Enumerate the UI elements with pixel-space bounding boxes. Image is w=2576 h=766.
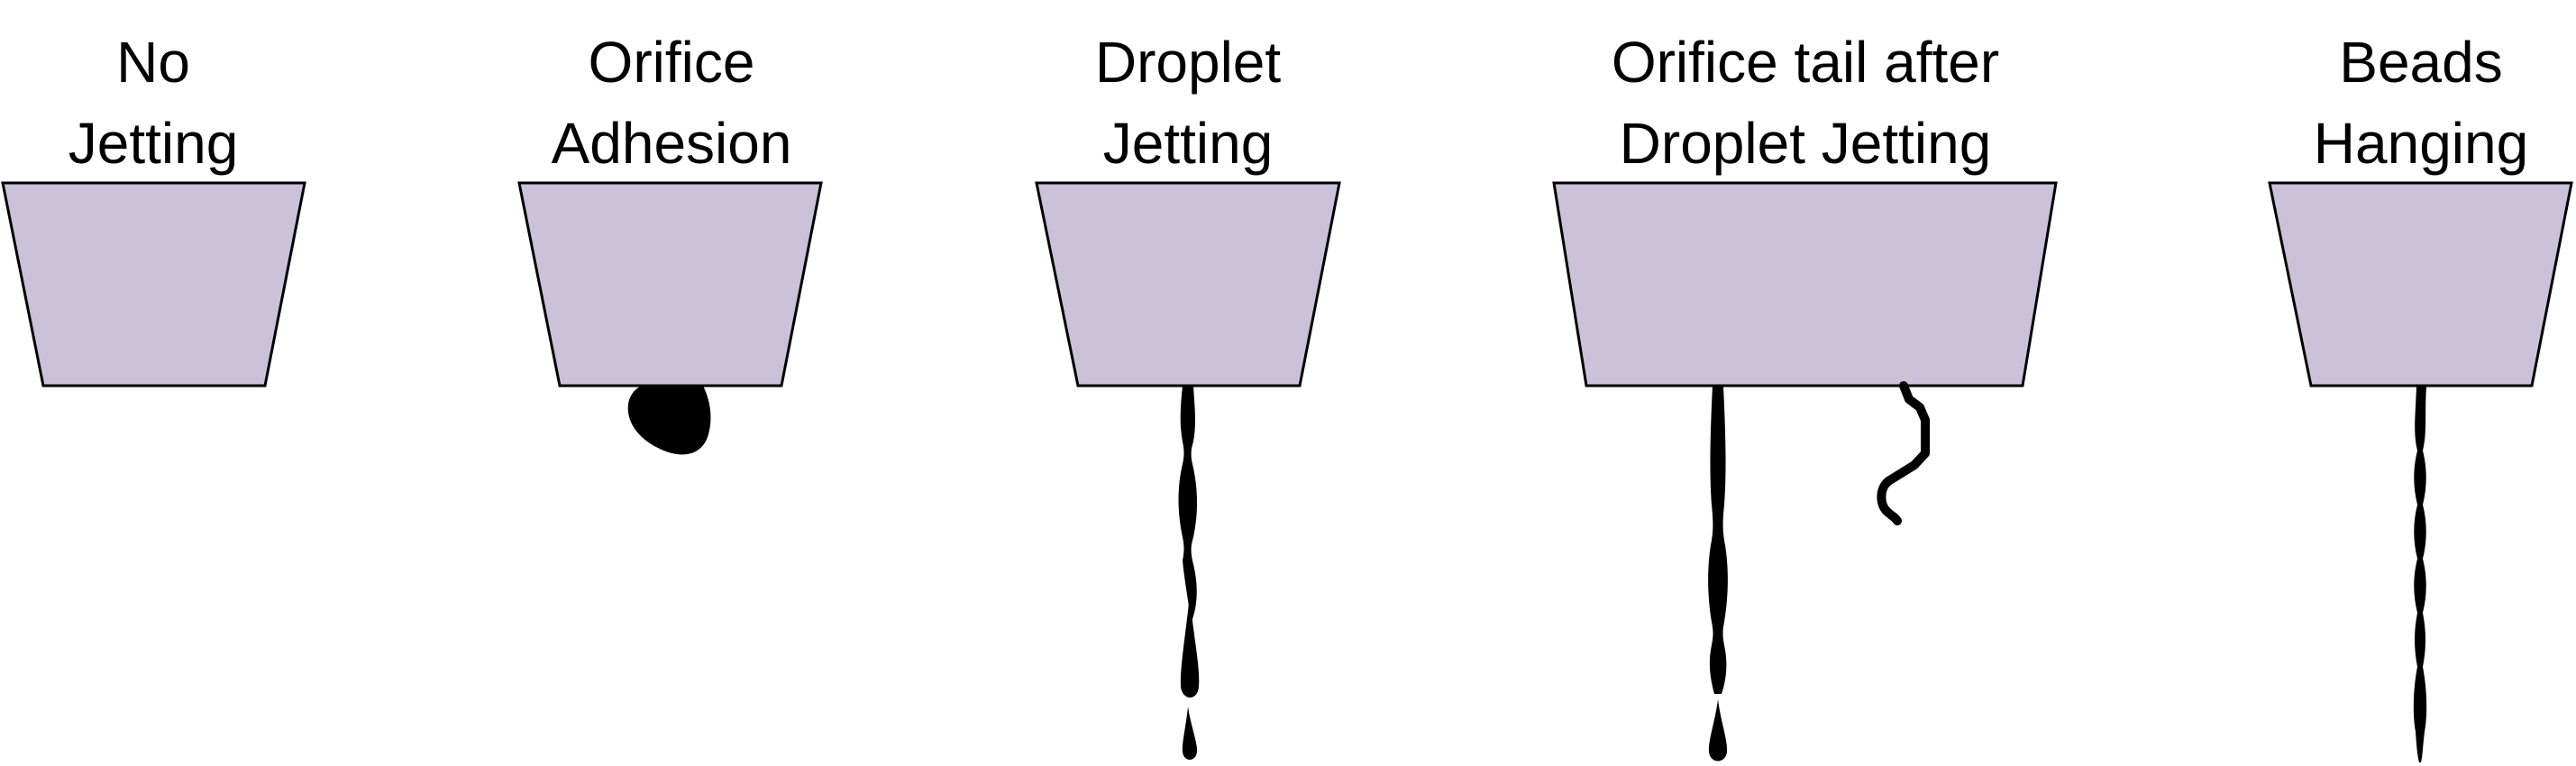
jet-droplet <box>1182 707 1198 760</box>
label-line: Adhesion <box>551 111 792 176</box>
label-line: Orifice <box>588 30 755 95</box>
label-line: No <box>116 30 190 95</box>
beads-strand <box>2413 386 2427 762</box>
label-line: Droplet <box>1094 30 1282 95</box>
adhered-ink-blob <box>627 386 711 455</box>
label-line: Hanging <box>2313 111 2529 176</box>
nozzle-beads-hanging <box>2268 181 2573 388</box>
label-orifice-tail: Orifice tail after Droplet Jetting <box>1490 22 2121 184</box>
label-droplet-jetting: Droplet Jetting <box>872 22 1503 184</box>
nozzle-droplet-jetting <box>1035 181 1341 388</box>
label-line: Orifice tail after <box>1611 30 2000 95</box>
label-line: Droplet Jetting <box>1619 111 1992 176</box>
jet-droplet <box>1708 699 1728 761</box>
label-no-jetting: No Jetting <box>0 22 469 184</box>
label-line: Jetting <box>68 111 239 176</box>
label-line: Beads <box>2339 30 2503 95</box>
nozzle-no-jetting <box>1 181 306 388</box>
label-beads-hanging: Beads Hanging <box>2106 22 2576 184</box>
jet-stream <box>1708 386 1728 694</box>
label-line: Jetting <box>1102 111 1274 176</box>
orifice-tail-filament <box>1877 381 1930 525</box>
nozzle-orifice-tail <box>1552 181 2058 388</box>
jet-stream <box>1178 386 1198 622</box>
label-orifice-adhesion: Orifice Adhesion <box>356 22 987 184</box>
nozzle-orifice-adhesion <box>517 181 823 388</box>
jet-droplet <box>1180 595 1200 698</box>
